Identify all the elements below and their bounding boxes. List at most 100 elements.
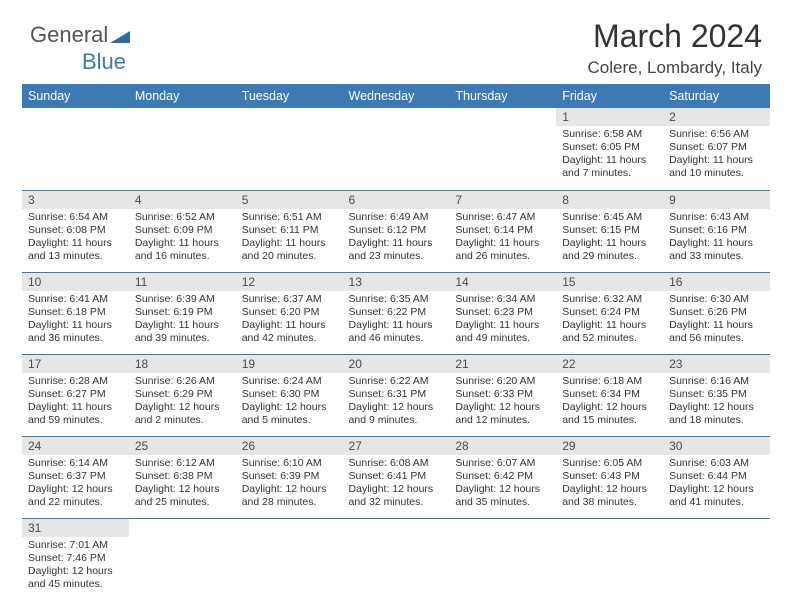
calendar-cell: 5Sunrise: 6:51 AMSunset: 6:11 PMDaylight…	[236, 190, 343, 272]
calendar-cell: 6Sunrise: 6:49 AMSunset: 6:12 PMDaylight…	[343, 190, 450, 272]
day-details: Sunrise: 6:12 AMSunset: 6:38 PMDaylight:…	[129, 455, 236, 514]
day-details: Sunrise: 6:45 AMSunset: 6:15 PMDaylight:…	[556, 209, 663, 268]
day-details: Sunrise: 6:49 AMSunset: 6:12 PMDaylight:…	[343, 209, 450, 268]
day-number: 12	[236, 273, 343, 291]
calendar-cell: 10Sunrise: 6:41 AMSunset: 6:18 PMDayligh…	[22, 272, 129, 354]
day-number: 5	[236, 191, 343, 209]
day-details: Sunrise: 6:52 AMSunset: 6:09 PMDaylight:…	[129, 209, 236, 268]
logo: General Blue	[30, 22, 130, 75]
weekday-header: Friday	[556, 84, 663, 108]
calendar-cell	[22, 108, 129, 190]
day-details: Sunrise: 6:28 AMSunset: 6:27 PMDaylight:…	[22, 373, 129, 432]
page-title: March 2024	[593, 18, 762, 55]
day-details: Sunrise: 6:03 AMSunset: 6:44 PMDaylight:…	[663, 455, 770, 514]
calendar-cell: 26Sunrise: 6:10 AMSunset: 6:39 PMDayligh…	[236, 436, 343, 518]
calendar-cell: 28Sunrise: 6:07 AMSunset: 6:42 PMDayligh…	[449, 436, 556, 518]
calendar-cell: 30Sunrise: 6:03 AMSunset: 6:44 PMDayligh…	[663, 436, 770, 518]
day-number: 27	[343, 437, 450, 455]
day-number: 24	[22, 437, 129, 455]
day-number: 13	[343, 273, 450, 291]
day-details: Sunrise: 6:14 AMSunset: 6:37 PMDaylight:…	[22, 455, 129, 514]
calendar-cell	[129, 518, 236, 600]
day-details: Sunrise: 6:18 AMSunset: 6:34 PMDaylight:…	[556, 373, 663, 432]
day-number: 8	[556, 191, 663, 209]
day-details: Sunrise: 6:35 AMSunset: 6:22 PMDaylight:…	[343, 291, 450, 350]
day-details: Sunrise: 6:10 AMSunset: 6:39 PMDaylight:…	[236, 455, 343, 514]
logo-triangle-icon	[110, 23, 130, 49]
calendar-cell	[343, 518, 450, 600]
day-number: 10	[22, 273, 129, 291]
calendar-cell: 14Sunrise: 6:34 AMSunset: 6:23 PMDayligh…	[449, 272, 556, 354]
day-details: Sunrise: 6:20 AMSunset: 6:33 PMDaylight:…	[449, 373, 556, 432]
calendar-cell: 11Sunrise: 6:39 AMSunset: 6:19 PMDayligh…	[129, 272, 236, 354]
day-number: 17	[22, 355, 129, 373]
day-number: 11	[129, 273, 236, 291]
day-number: 18	[129, 355, 236, 373]
weekday-header: Saturday	[663, 84, 770, 108]
day-details: Sunrise: 6:26 AMSunset: 6:29 PMDaylight:…	[129, 373, 236, 432]
calendar-cell: 20Sunrise: 6:22 AMSunset: 6:31 PMDayligh…	[343, 354, 450, 436]
day-number: 16	[663, 273, 770, 291]
day-number: 22	[556, 355, 663, 373]
weekday-header: Monday	[129, 84, 236, 108]
day-number: 15	[556, 273, 663, 291]
calendar-cell: 1Sunrise: 6:58 AMSunset: 6:05 PMDaylight…	[556, 108, 663, 190]
calendar-cell: 17Sunrise: 6:28 AMSunset: 6:27 PMDayligh…	[22, 354, 129, 436]
day-number: 19	[236, 355, 343, 373]
day-details: Sunrise: 6:56 AMSunset: 6:07 PMDaylight:…	[663, 126, 770, 185]
calendar-cell	[449, 518, 556, 600]
day-details: Sunrise: 6:07 AMSunset: 6:42 PMDaylight:…	[449, 455, 556, 514]
calendar-cell: 27Sunrise: 6:08 AMSunset: 6:41 PMDayligh…	[343, 436, 450, 518]
day-number: 6	[343, 191, 450, 209]
day-details: Sunrise: 6:43 AMSunset: 6:16 PMDaylight:…	[663, 209, 770, 268]
calendar-cell: 9Sunrise: 6:43 AMSunset: 6:16 PMDaylight…	[663, 190, 770, 272]
location-subtitle: Colere, Lombardy, Italy	[588, 58, 762, 78]
calendar-cell	[663, 518, 770, 600]
day-details: Sunrise: 6:37 AMSunset: 6:20 PMDaylight:…	[236, 291, 343, 350]
logo-text-blue: Blue	[82, 49, 126, 74]
weekday-header: Wednesday	[343, 84, 450, 108]
calendar-cell: 12Sunrise: 6:37 AMSunset: 6:20 PMDayligh…	[236, 272, 343, 354]
calendar-cell	[449, 108, 556, 190]
day-number: 9	[663, 191, 770, 209]
calendar-cell: 15Sunrise: 6:32 AMSunset: 6:24 PMDayligh…	[556, 272, 663, 354]
day-number: 25	[129, 437, 236, 455]
day-number: 23	[663, 355, 770, 373]
day-number: 4	[129, 191, 236, 209]
day-details: Sunrise: 6:47 AMSunset: 6:14 PMDaylight:…	[449, 209, 556, 268]
day-number: 28	[449, 437, 556, 455]
day-number: 20	[343, 355, 450, 373]
calendar-cell	[236, 518, 343, 600]
weekday-header: Thursday	[449, 84, 556, 108]
calendar-cell: 25Sunrise: 6:12 AMSunset: 6:38 PMDayligh…	[129, 436, 236, 518]
day-details: Sunrise: 6:41 AMSunset: 6:18 PMDaylight:…	[22, 291, 129, 350]
day-number: 7	[449, 191, 556, 209]
calendar-cell: 19Sunrise: 6:24 AMSunset: 6:30 PMDayligh…	[236, 354, 343, 436]
day-details: Sunrise: 6:22 AMSunset: 6:31 PMDaylight:…	[343, 373, 450, 432]
day-details: Sunrise: 6:58 AMSunset: 6:05 PMDaylight:…	[556, 126, 663, 185]
calendar-cell: 23Sunrise: 6:16 AMSunset: 6:35 PMDayligh…	[663, 354, 770, 436]
day-number: 30	[663, 437, 770, 455]
calendar-cell: 7Sunrise: 6:47 AMSunset: 6:14 PMDaylight…	[449, 190, 556, 272]
day-number: 26	[236, 437, 343, 455]
day-number: 21	[449, 355, 556, 373]
calendar-cell: 3Sunrise: 6:54 AMSunset: 6:08 PMDaylight…	[22, 190, 129, 272]
calendar-cell: 22Sunrise: 6:18 AMSunset: 6:34 PMDayligh…	[556, 354, 663, 436]
day-number: 29	[556, 437, 663, 455]
calendar-cell	[236, 108, 343, 190]
weekday-header: Sunday	[22, 84, 129, 108]
calendar-cell: 4Sunrise: 6:52 AMSunset: 6:09 PMDaylight…	[129, 190, 236, 272]
calendar-cell: 13Sunrise: 6:35 AMSunset: 6:22 PMDayligh…	[343, 272, 450, 354]
day-details: Sunrise: 6:54 AMSunset: 6:08 PMDaylight:…	[22, 209, 129, 268]
day-number: 14	[449, 273, 556, 291]
day-details: Sunrise: 6:32 AMSunset: 6:24 PMDaylight:…	[556, 291, 663, 350]
calendar-cell	[129, 108, 236, 190]
day-number: 3	[22, 191, 129, 209]
calendar-cell: 8Sunrise: 6:45 AMSunset: 6:15 PMDaylight…	[556, 190, 663, 272]
calendar-cell: 21Sunrise: 6:20 AMSunset: 6:33 PMDayligh…	[449, 354, 556, 436]
calendar-cell: 31Sunrise: 7:01 AMSunset: 7:46 PMDayligh…	[22, 518, 129, 600]
logo-text-gray: General	[30, 22, 108, 47]
day-details: Sunrise: 6:05 AMSunset: 6:43 PMDaylight:…	[556, 455, 663, 514]
calendar-cell: 16Sunrise: 6:30 AMSunset: 6:26 PMDayligh…	[663, 272, 770, 354]
day-number: 2	[663, 108, 770, 126]
